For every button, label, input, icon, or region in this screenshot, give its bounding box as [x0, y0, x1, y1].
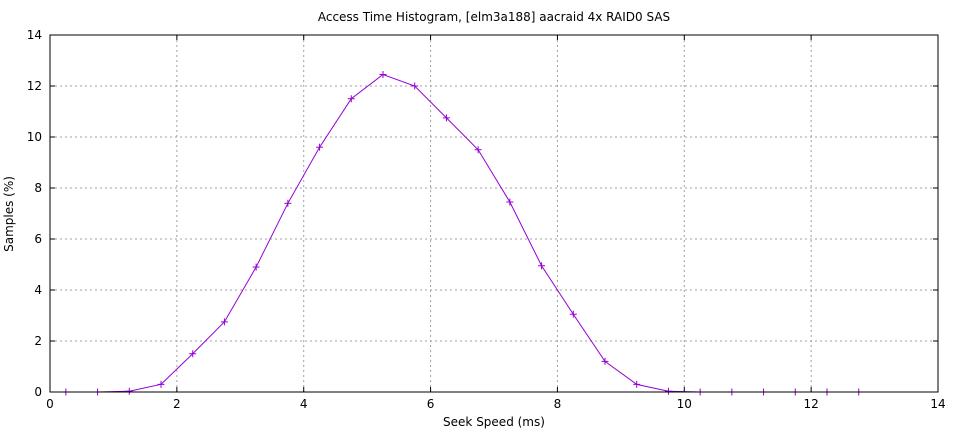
y-tick-label: 12 [27, 79, 42, 93]
data-point [442, 114, 450, 122]
x-tick-label: 14 [930, 397, 945, 411]
x-tick-label: 8 [554, 397, 562, 411]
data-point [601, 357, 609, 365]
y-tick-label: 10 [27, 130, 42, 144]
grid-layer [50, 35, 938, 392]
tick-layer: 0 2 4 6 8 10 12 14 0 2 4 6 8 10 12 14 [27, 28, 946, 411]
x-tick-label: 12 [804, 397, 819, 411]
x-tick-label: 10 [677, 397, 692, 411]
x-tick-label: 2 [173, 397, 181, 411]
data-point [316, 143, 324, 151]
series-layer [62, 71, 863, 396]
y-tick-label: 2 [34, 334, 42, 348]
chart-title: Access Time Histogram, [elm3a188] aacrai… [318, 10, 670, 24]
x-tick-label: 4 [300, 397, 308, 411]
data-point [411, 82, 419, 90]
data-point [506, 198, 514, 206]
y-tick-label: 4 [34, 283, 42, 297]
series-line [65, 73, 859, 393]
y-tick-label: 0 [34, 385, 42, 399]
data-point [157, 380, 165, 388]
data-point [220, 318, 228, 326]
data-point [252, 263, 260, 271]
data-point [347, 95, 355, 103]
plot-frame [49, 34, 939, 393]
x-tick-label: 0 [46, 397, 54, 411]
y-tick-label: 14 [27, 28, 42, 42]
data-point [474, 146, 482, 154]
data-point [633, 380, 641, 388]
y-tick-label: 6 [34, 232, 42, 246]
data-point [538, 262, 546, 270]
y-axis-label: Samples (%) [2, 176, 16, 252]
data-point [569, 310, 577, 318]
x-tick-label: 6 [427, 397, 435, 411]
x-axis-label: Seek Speed (ms) [443, 415, 545, 429]
y-tick-label: 8 [34, 181, 42, 195]
data-point [664, 387, 672, 395]
data-point [189, 350, 197, 358]
data-point [284, 199, 292, 207]
data-point [125, 387, 133, 395]
data-point [379, 71, 387, 79]
